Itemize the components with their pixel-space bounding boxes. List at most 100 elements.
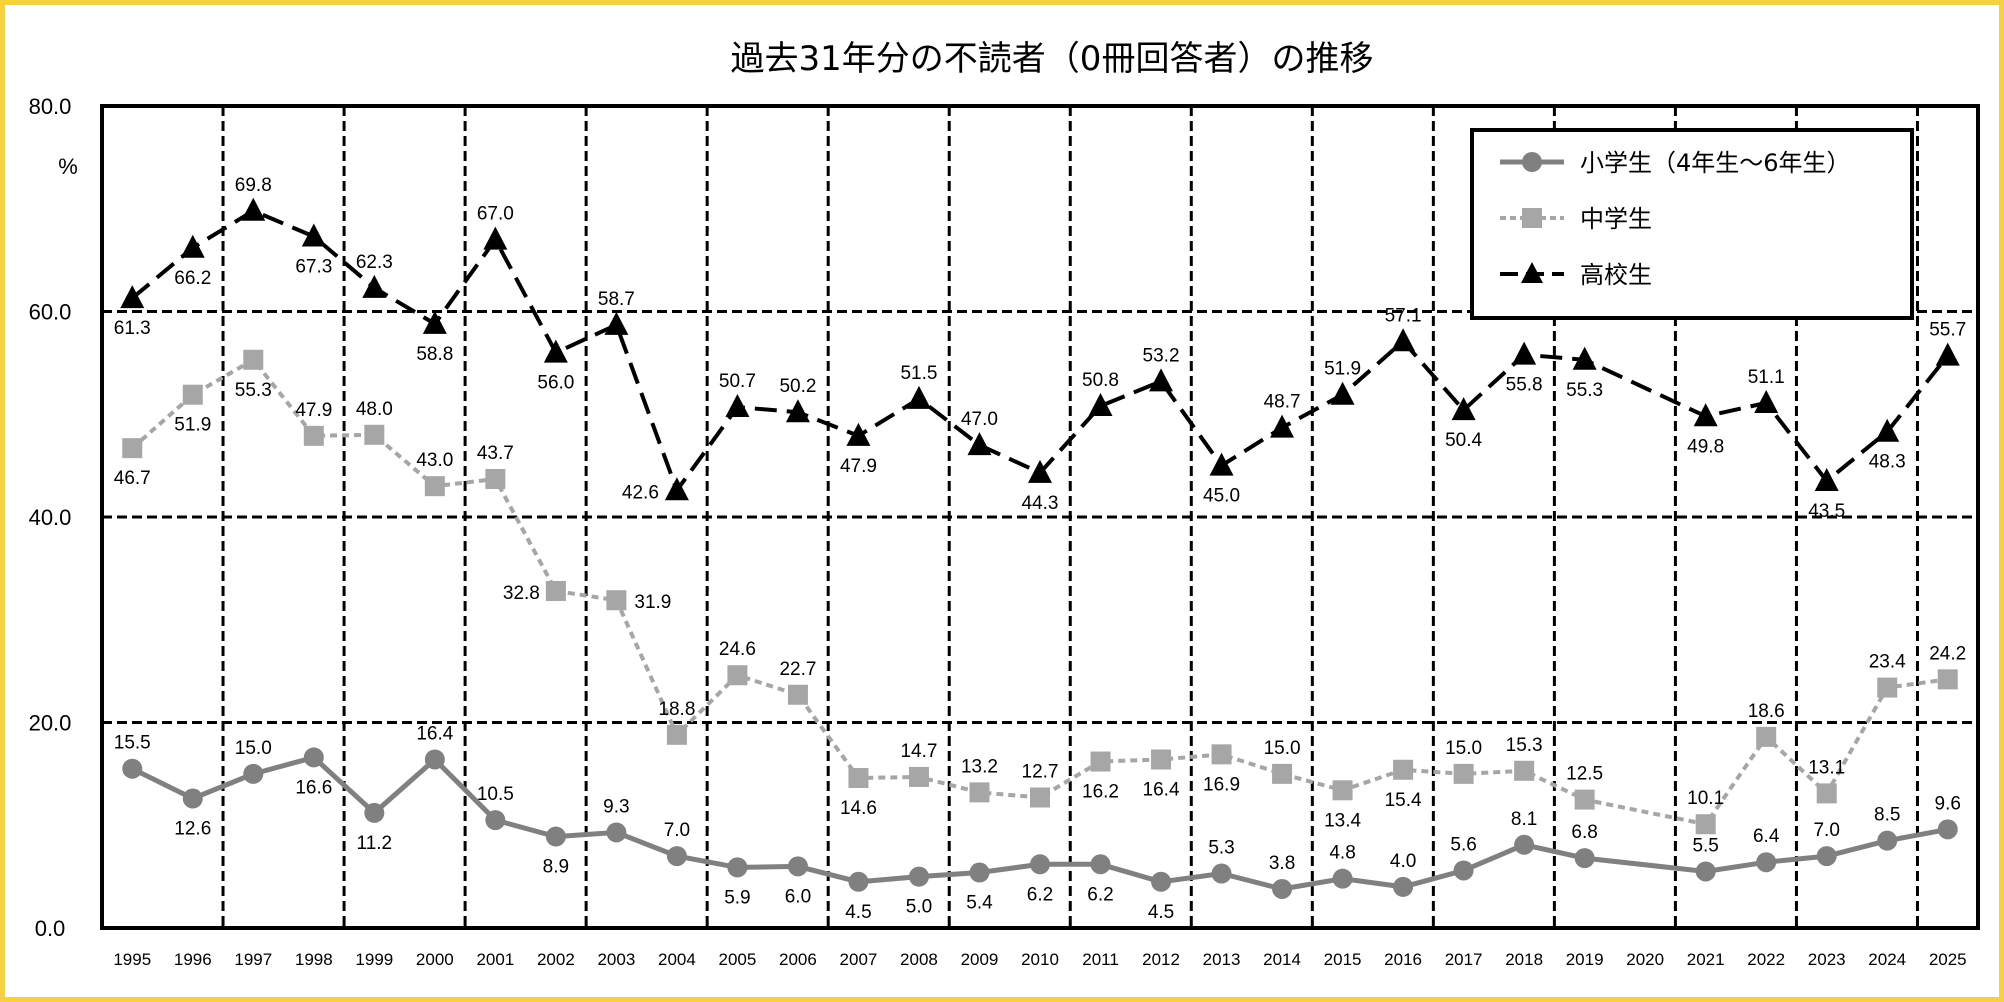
data-label: 51.1 — [1748, 367, 1785, 388]
square-marker — [1090, 751, 1111, 772]
y-tick-label: 60.0 — [29, 300, 72, 325]
data-label: 31.9 — [634, 592, 671, 613]
x-tick-label: 2002 — [537, 950, 575, 969]
data-label: 6.2 — [1087, 884, 1113, 905]
triangle-marker — [180, 234, 205, 258]
triangle-marker — [967, 432, 992, 456]
data-label: 16.4 — [1143, 779, 1180, 800]
data-label: 14.7 — [900, 741, 937, 762]
data-label: 15.0 — [1264, 738, 1301, 759]
data-label: 13.4 — [1324, 810, 1361, 831]
data-label: 47.0 — [961, 409, 998, 430]
data-label: 50.4 — [1445, 430, 1482, 451]
circle-marker — [606, 822, 627, 843]
data-label: 5.3 — [1208, 838, 1234, 859]
x-tick-label: 2011 — [1082, 950, 1119, 969]
data-label: 48.3 — [1869, 452, 1906, 473]
circle-icon — [1522, 152, 1542, 172]
circle-marker — [1695, 861, 1716, 882]
data-label: 47.9 — [295, 400, 332, 421]
circle-marker — [1756, 852, 1777, 873]
circle-marker — [1877, 830, 1898, 851]
triangle-marker — [1028, 459, 1052, 483]
triangle-marker — [1512, 341, 1537, 365]
square-marker — [1272, 763, 1293, 784]
square-marker — [969, 782, 990, 803]
square-marker — [182, 384, 203, 405]
legend-label: 小学生（4年生～6年生） — [1580, 149, 1851, 177]
data-label: 9.3 — [603, 796, 629, 817]
x-tick-label: 2012 — [1142, 950, 1180, 969]
circle-marker — [424, 749, 445, 770]
triangle-marker — [1693, 403, 1718, 427]
data-label: 23.4 — [1869, 652, 1906, 673]
y-tick-label: 40.0 — [29, 505, 72, 530]
triangle-marker — [1391, 328, 1416, 352]
square-marker — [545, 580, 566, 601]
x-tick-label: 2014 — [1263, 950, 1301, 969]
square-marker — [1151, 749, 1172, 770]
data-label: 69.8 — [235, 175, 272, 196]
triangle-marker — [1270, 414, 1295, 438]
x-tick-label: 2017 — [1445, 950, 1483, 969]
square-marker — [1695, 814, 1716, 835]
circle-marker — [908, 866, 929, 887]
data-label: 50.7 — [719, 371, 756, 392]
y-axis-unit: % — [58, 154, 78, 179]
x-tick-label: 2022 — [1747, 950, 1785, 969]
data-label: 48.7 — [1264, 392, 1301, 413]
circle-marker — [969, 862, 990, 883]
series-line — [131, 208, 1950, 495]
data-label: 53.2 — [1143, 345, 1180, 366]
x-tick-label: 2020 — [1626, 950, 1664, 969]
data-label: 13.2 — [961, 756, 998, 777]
circle-marker — [727, 857, 748, 878]
triangle-marker — [301, 223, 326, 247]
data-label: 15.4 — [1385, 790, 1422, 811]
circle-marker — [122, 758, 143, 779]
data-label: 24.2 — [1929, 643, 1966, 664]
square-marker — [1816, 783, 1837, 804]
triangle-marker — [241, 197, 266, 221]
circle-marker — [1030, 854, 1050, 875]
data-label: 51.9 — [1324, 359, 1361, 380]
square-marker — [1756, 726, 1777, 747]
triangle-marker — [1814, 468, 1839, 492]
data-label: 5.6 — [1450, 834, 1476, 855]
x-tick-label: 2019 — [1566, 950, 1604, 969]
data-label: 24.6 — [719, 639, 756, 660]
square-marker — [1877, 677, 1898, 698]
series-line — [130, 357, 1948, 827]
circle-marker — [1937, 819, 1958, 840]
triangle-marker — [725, 394, 750, 418]
square-marker — [1211, 744, 1232, 765]
square-marker — [1453, 763, 1474, 784]
data-label: 47.9 — [840, 456, 877, 477]
x-tick-label: 2000 — [416, 950, 454, 969]
x-tick-label: 2015 — [1324, 950, 1362, 969]
data-label: 14.6 — [840, 798, 877, 819]
data-label: 6.2 — [1027, 884, 1053, 905]
data-label: 16.9 — [1203, 774, 1240, 795]
triangle-marker — [1935, 342, 1960, 366]
square-marker — [1574, 789, 1595, 810]
data-label: 7.0 — [1813, 820, 1839, 841]
data-label: 58.8 — [416, 344, 453, 365]
x-tick-label: 2010 — [1021, 950, 1059, 969]
triangle-marker — [362, 274, 387, 298]
data-label: 55.8 — [1506, 375, 1543, 396]
data-label: 5.5 — [1692, 835, 1718, 856]
legend-label: 高校生 — [1580, 261, 1652, 289]
series-junior-high: 46.7 51.9 55.3 47.9 48.0 43.0 43.7 32.8 31.9 18.8… — [114, 349, 1966, 835]
y-tick-label: 20.0 — [29, 711, 72, 736]
circle-marker — [666, 846, 687, 867]
data-label: 49.8 — [1687, 436, 1724, 457]
square-marker — [606, 590, 627, 611]
square-marker — [424, 476, 445, 497]
data-label: 15.3 — [1506, 735, 1543, 756]
data-label: 4.8 — [1329, 843, 1355, 864]
triangle-marker — [785, 399, 810, 423]
data-label: 15.5 — [114, 733, 151, 754]
data-label: 43.5 — [1808, 501, 1845, 522]
